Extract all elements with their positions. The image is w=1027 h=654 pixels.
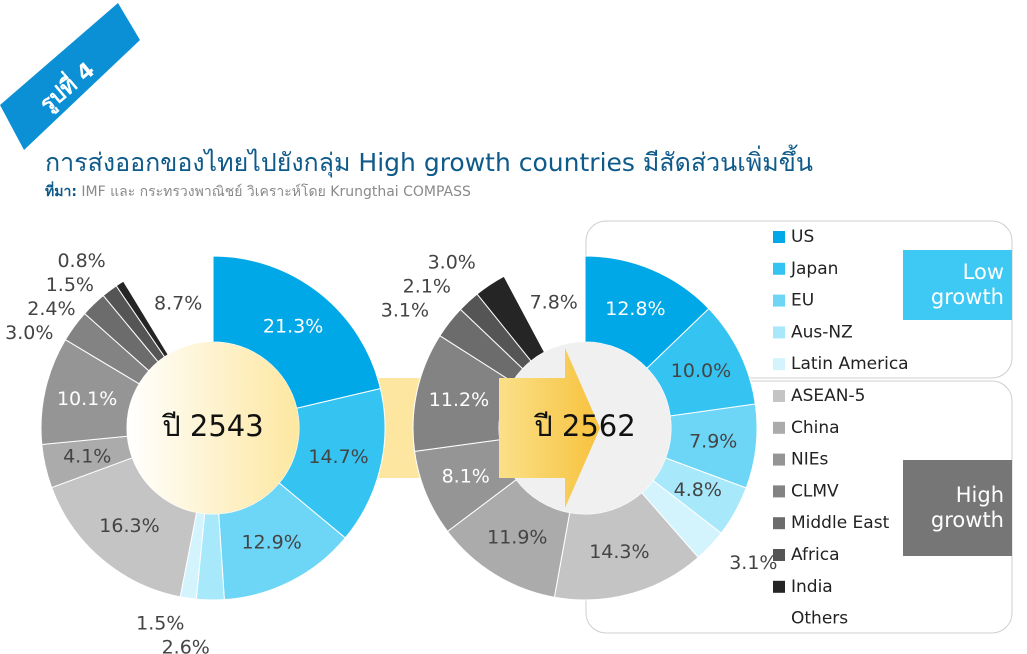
value-label: 14.7% bbox=[308, 446, 368, 468]
legend-swatch bbox=[773, 549, 785, 561]
legend-swatch bbox=[773, 453, 785, 466]
value-label: 8.1% bbox=[442, 466, 490, 488]
legend-label: EU bbox=[791, 291, 814, 311]
legend-label: Japan bbox=[790, 259, 838, 279]
value-label: 21.3% bbox=[263, 315, 323, 337]
value-label: 12.9% bbox=[241, 531, 301, 553]
value-label: 3.0% bbox=[5, 322, 53, 344]
value-label: 2.4% bbox=[27, 298, 75, 320]
value-label: 1.5% bbox=[46, 274, 94, 296]
value-label: 7.9% bbox=[689, 430, 737, 452]
value-label: 11.9% bbox=[487, 526, 547, 548]
legend-swatch bbox=[773, 390, 785, 402]
source: ที่มา: IMF และ กระทรวงพาณิชย์ วิเคราะห์โ… bbox=[45, 181, 471, 200]
legend-label: US bbox=[791, 227, 814, 247]
value-label: 0.8% bbox=[57, 250, 105, 272]
source-label: ที่มา: bbox=[45, 181, 77, 200]
value-label: 11.2% bbox=[429, 389, 489, 411]
legend-label: Middle East bbox=[791, 513, 890, 533]
legend-label: China bbox=[791, 418, 840, 438]
value-label: 2.1% bbox=[403, 275, 451, 297]
legend-label: ASEAN-5 bbox=[791, 386, 865, 406]
badge-ribbon bbox=[0, 3, 140, 150]
legend-group: High growth bbox=[903, 460, 1012, 556]
legend-swatch bbox=[773, 262, 785, 275]
legend-label: Aus-NZ bbox=[791, 322, 853, 342]
value-label: 7.8% bbox=[530, 291, 578, 313]
value-label: 3.1% bbox=[381, 299, 429, 321]
legend-label: Africa bbox=[791, 545, 840, 565]
value-label: 10.1% bbox=[57, 388, 117, 410]
center-label: ปี 2562 bbox=[534, 409, 636, 443]
legend-label: Latin America bbox=[791, 354, 909, 374]
legend-swatch bbox=[773, 421, 785, 434]
source-text: IMF และ กระทรวงพาณิชย์ วิเคราะห์โดย Krun… bbox=[81, 183, 471, 200]
value-label: 3.0% bbox=[428, 251, 476, 273]
legend-swatch bbox=[773, 326, 785, 339]
title: การส่งออกของไทยไปยังกลุ่ม High growth co… bbox=[45, 144, 813, 178]
value-label: 16.3% bbox=[99, 515, 159, 537]
legend-swatch bbox=[773, 294, 785, 307]
arrow bbox=[499, 348, 600, 508]
value-label: 4.8% bbox=[674, 479, 722, 501]
legend-swatch bbox=[773, 580, 785, 593]
value-label: 10.0% bbox=[671, 360, 731, 382]
value-label: 3.1% bbox=[729, 552, 777, 574]
value-label: 2.6% bbox=[162, 636, 210, 654]
legend-group: Low growth bbox=[903, 250, 1012, 320]
center-label: ปี 2543 bbox=[162, 409, 264, 443]
legend-swatch bbox=[773, 485, 785, 498]
legend-label: India bbox=[791, 577, 833, 597]
legend-swatch bbox=[773, 517, 785, 530]
value-label: 12.8% bbox=[605, 298, 665, 320]
legend-swatch bbox=[773, 612, 785, 625]
legend-label: CLMV bbox=[791, 481, 839, 501]
value-label: 4.1% bbox=[63, 445, 111, 467]
value-label: 1.5% bbox=[136, 612, 184, 634]
center bbox=[127, 342, 299, 514]
legend-label: Others bbox=[791, 609, 848, 629]
legend-swatch bbox=[773, 231, 785, 243]
value-label: 14.3% bbox=[589, 541, 649, 563]
legend-label: NIEs bbox=[791, 450, 828, 470]
value-label: 8.7% bbox=[154, 292, 202, 314]
legend-swatch bbox=[773, 358, 785, 371]
